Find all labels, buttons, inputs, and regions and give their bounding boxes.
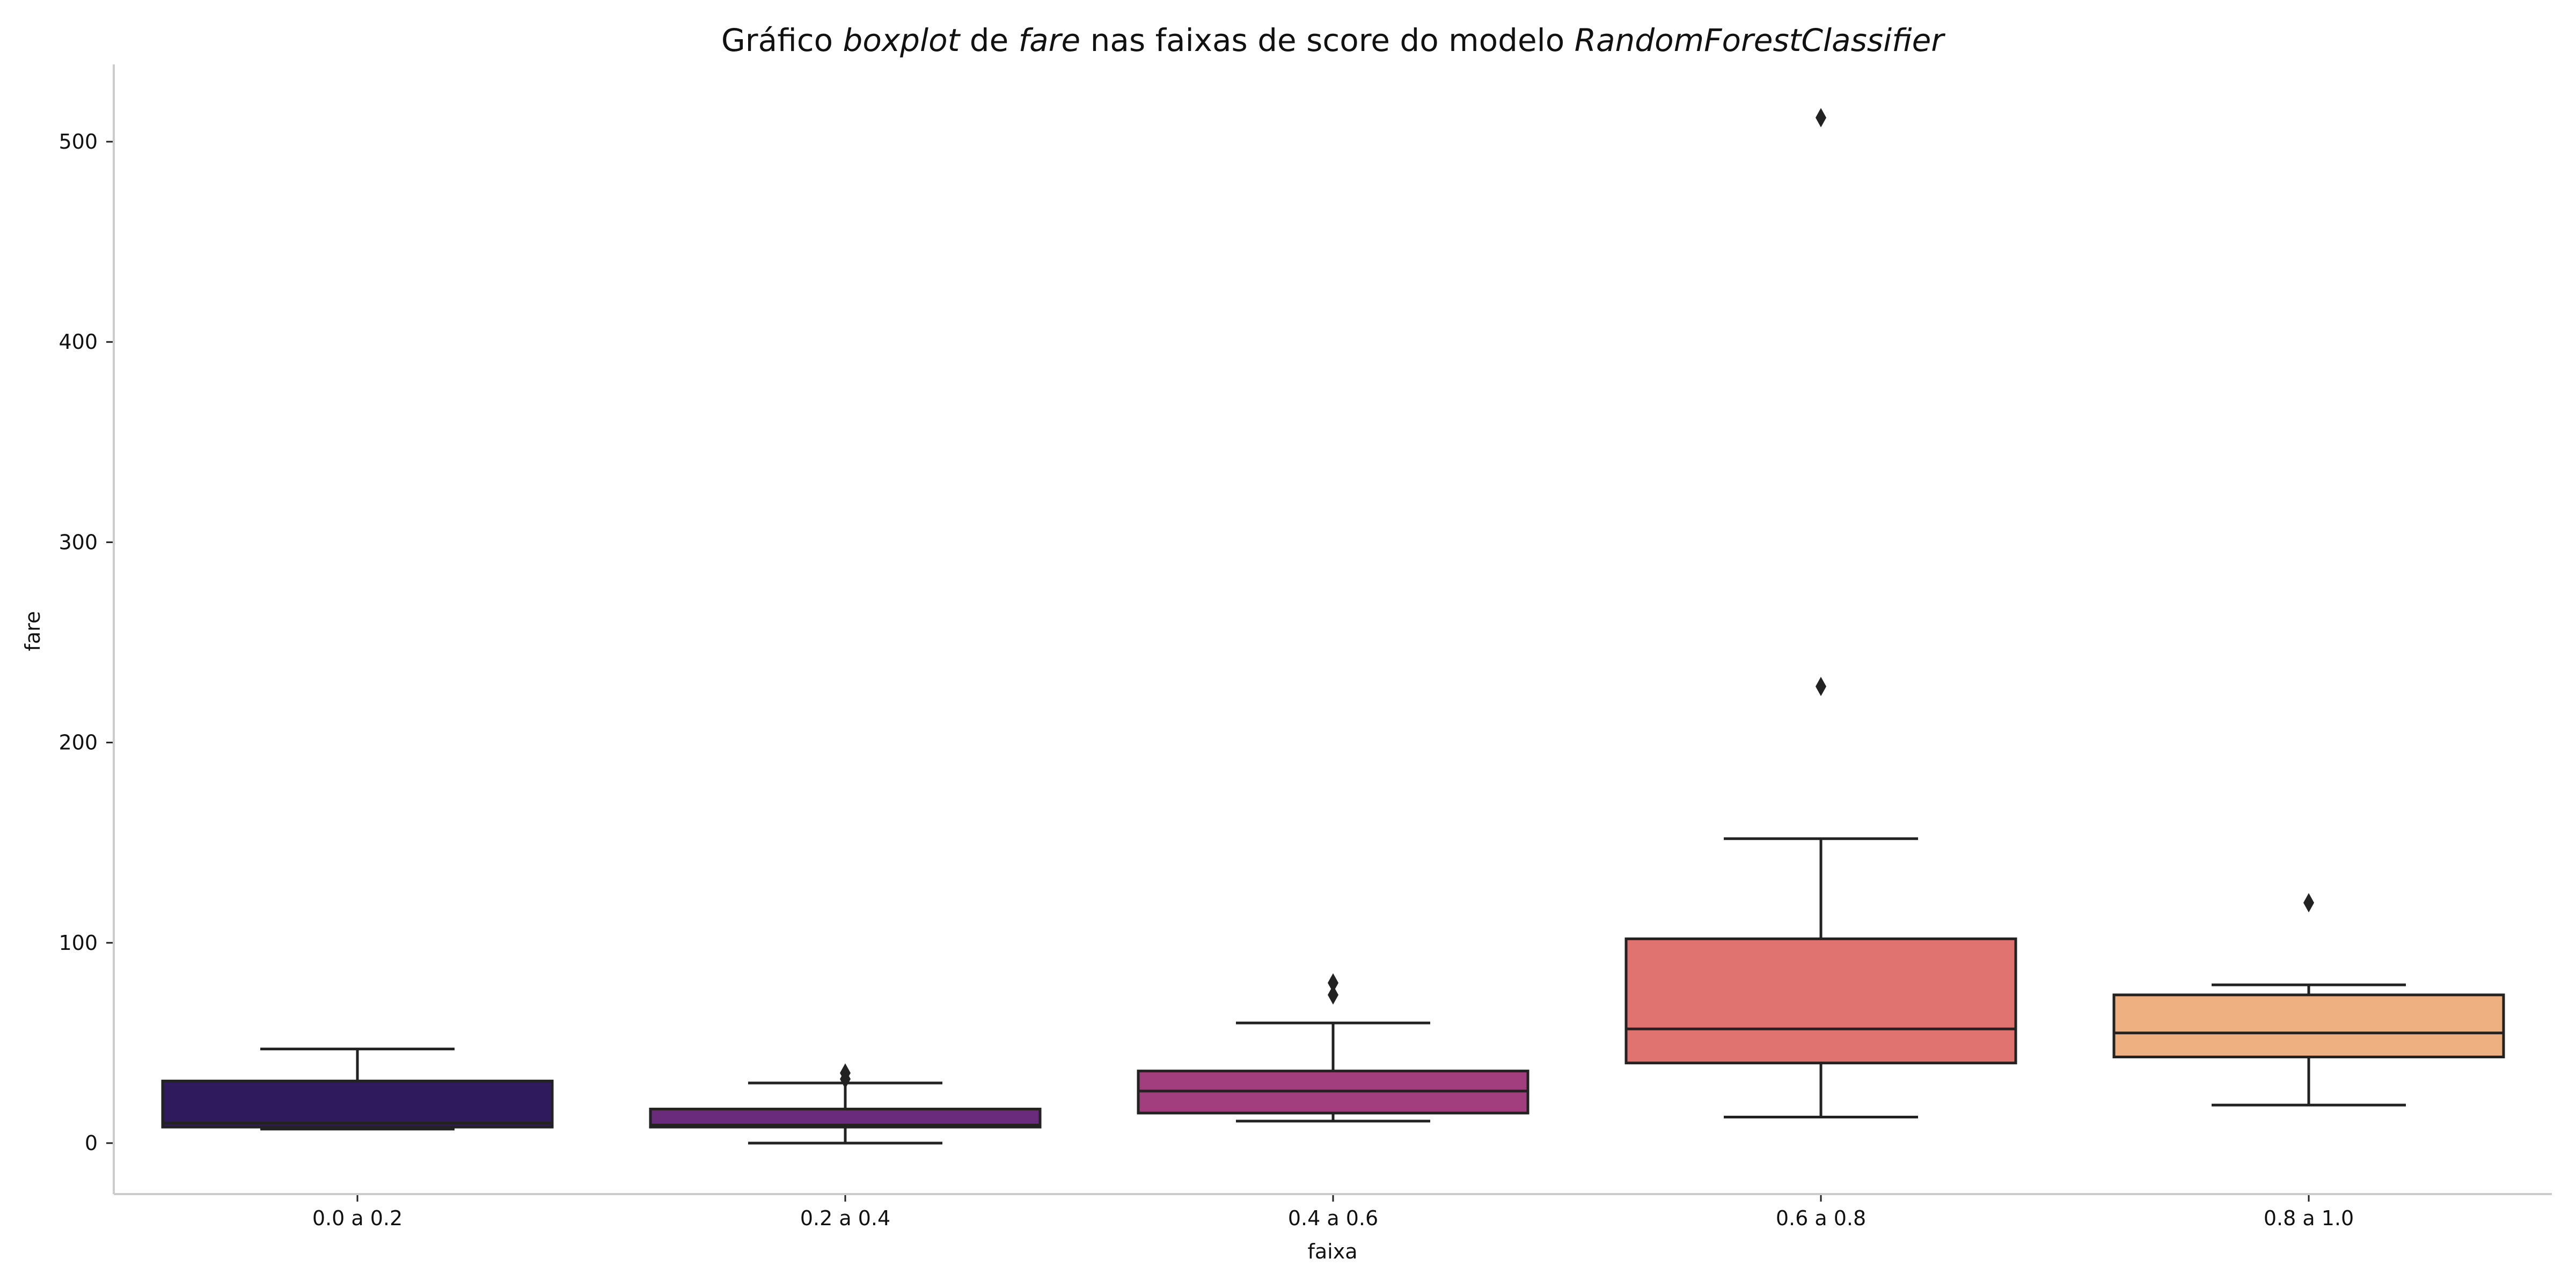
x-tick-label: 0.4 a 0.6 — [1288, 1206, 1378, 1230]
x-tick-label: 0.2 a 0.4 — [800, 1206, 890, 1230]
x-tick-label: 0.8 a 1.0 — [2264, 1206, 2354, 1230]
iqr-box — [1624, 937, 2017, 1065]
y-tick-label: 300 — [58, 530, 98, 554]
outlier-point — [1816, 108, 1826, 128]
iqr-box — [161, 1079, 554, 1129]
chart-title-part: fare — [1019, 22, 1081, 58]
box-group — [1137, 973, 1529, 1123]
box-group — [1624, 108, 2017, 1118]
y-tick-label: 400 — [58, 330, 98, 354]
chart-title-part: Gráfico — [721, 22, 843, 58]
outlier-point — [2303, 893, 2314, 913]
iqr-box — [2112, 993, 2505, 1059]
box-group — [2112, 893, 2505, 1107]
outlier-point — [840, 1063, 851, 1083]
outlier-point — [1816, 677, 1826, 697]
box-group — [161, 1048, 554, 1131]
y-tick-label: 100 — [58, 931, 98, 955]
outlier-point — [1328, 973, 1338, 993]
chart-title-part: RandomForestClassifier — [1575, 22, 1946, 58]
y-tick-label: 500 — [58, 130, 98, 153]
box-group — [649, 1063, 1042, 1145]
x-tick-label: 0.0 a 0.2 — [312, 1206, 402, 1230]
y-axis-label: fare — [21, 611, 45, 652]
x-axis-label: faixa — [1308, 1240, 1358, 1263]
y-tick-label: 200 — [58, 731, 98, 755]
x-tick-label: 0.6 a 0.8 — [1776, 1206, 1866, 1230]
chart-title-part: nas faixas de score do modelo — [1080, 22, 1574, 58]
chart-title: Gráfico boxplot de fare nas faixas de sc… — [721, 22, 1945, 58]
chart-title-part: boxplot — [843, 22, 961, 58]
y-tick-label: 0 — [85, 1131, 98, 1155]
chart-title-part: de — [960, 22, 1018, 58]
outlier-point — [1328, 985, 1338, 1005]
plot-area: 0 100 200 300 400 500 0.0 a 0.2 0.2 a 0.4 0.4 a … — [58, 108, 2505, 1230]
